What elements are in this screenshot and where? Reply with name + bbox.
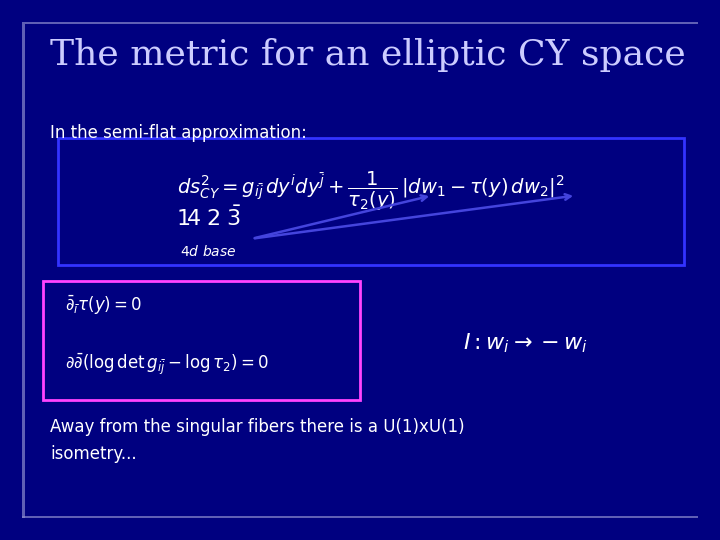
Text: In the semi-flat approximation:: In the semi-flat approximation: xyxy=(50,124,307,142)
Text: $\partial\bar{\partial}(\log\det g_{i\bar{j}} - \log\tau_2) = 0$: $\partial\bar{\partial}(\log\det g_{i\ba… xyxy=(65,352,269,377)
Text: Away from the singular fibers there is a U(1)xU(1)
isometry...: Away from the singular fibers there is a… xyxy=(50,418,465,463)
Bar xyxy=(22,516,698,518)
Text: $ds^2_{CY} = g_{i\bar{j}}\,dy^i dy^{\bar{j}} + \dfrac{1}{\tau_2(y)}\,|dw_1 - \ta: $ds^2_{CY} = g_{i\bar{j}}\,dy^i dy^{\bar… xyxy=(177,170,564,213)
Text: $1\!4\;2\;\bar{3}$: $1\!4\;2\;\bar{3}$ xyxy=(176,206,241,231)
Bar xyxy=(22,24,25,518)
Bar xyxy=(22,22,698,24)
Text: $I : w_i \rightarrow -w_i$: $I : w_i \rightarrow -w_i$ xyxy=(463,331,588,355)
Text: $\bar{\partial}_{\bar{\imath}}\tau(y) = 0$: $\bar{\partial}_{\bar{\imath}}\tau(y) = … xyxy=(65,293,142,317)
Text: $4d\ base$: $4d\ base$ xyxy=(181,244,237,259)
Text: The metric for an elliptic CY space: The metric for an elliptic CY space xyxy=(50,38,686,72)
FancyBboxPatch shape xyxy=(43,281,360,400)
FancyBboxPatch shape xyxy=(58,138,684,265)
